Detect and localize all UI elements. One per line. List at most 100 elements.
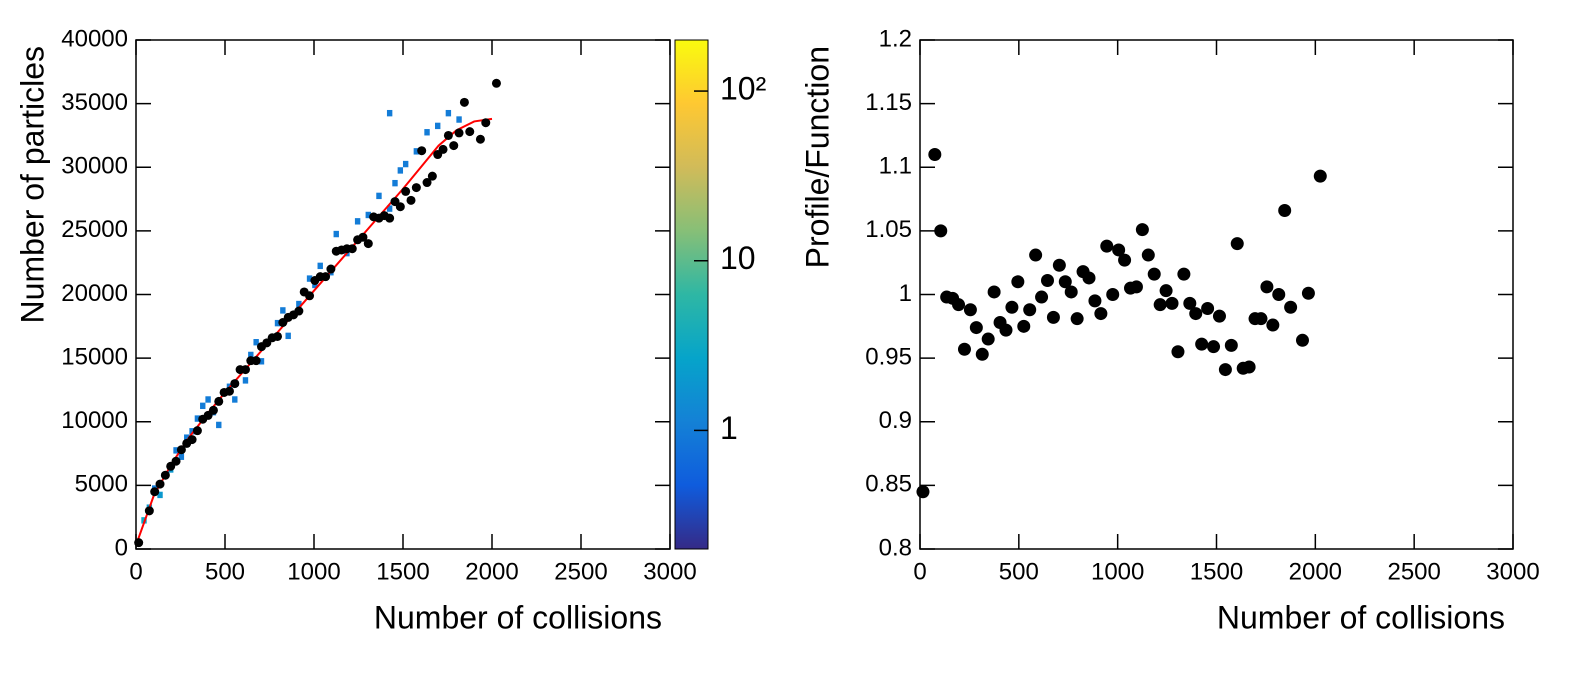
ratio-point <box>1064 285 1078 299</box>
profile-point <box>385 213 395 223</box>
heatmap-cell <box>242 377 249 384</box>
profile-point <box>358 232 368 242</box>
y-tick-label: 40000 <box>61 25 128 52</box>
heatmap-cell <box>386 109 393 117</box>
y-tick-label: 10000 <box>61 407 128 434</box>
x-tick-label: 500 <box>999 558 1039 585</box>
ratio-point <box>1147 267 1161 281</box>
ratio-point <box>1153 298 1167 312</box>
heatmap-cell <box>184 434 190 441</box>
ratio-point <box>1118 253 1132 267</box>
color-bar-label: 10 <box>720 240 756 276</box>
x-tick-label: 1000 <box>1091 558 1144 585</box>
profile-point <box>230 379 240 389</box>
ratio-point <box>1070 312 1084 326</box>
heatmap-cell <box>445 109 452 117</box>
x-tick-label: 2500 <box>1387 558 1440 585</box>
x-tick-label: 0 <box>913 558 926 585</box>
y-tick-label: 0.85 <box>865 471 912 498</box>
x-tick-label: 2000 <box>465 558 518 585</box>
ratio-point <box>1301 286 1315 300</box>
heatmap-cell <box>285 332 291 340</box>
ratio-point <box>1260 280 1274 294</box>
profile-point <box>294 306 304 316</box>
profile-point <box>449 141 459 151</box>
profile-point <box>192 426 202 436</box>
color-bar-label: 10² <box>720 71 767 107</box>
heatmap-cell <box>435 122 441 130</box>
ratio-point <box>928 148 942 162</box>
ratio-point <box>1201 301 1215 315</box>
heatmap-cell <box>354 218 361 225</box>
x-axis-title: Number of collisions <box>374 599 662 635</box>
x-tick-label: 2500 <box>554 558 607 585</box>
ratio-point <box>1177 267 1191 281</box>
profile-point <box>326 264 336 274</box>
y-tick-label: 35000 <box>61 89 128 116</box>
plot-frame <box>135 39 671 550</box>
ratio-point <box>1254 312 1268 326</box>
ratio-point <box>916 485 930 499</box>
y-axis-title: Number of particles <box>14 46 50 323</box>
y-tick-label: 0.8 <box>879 534 912 561</box>
ratio-point <box>1094 307 1108 321</box>
y-tick-label: 0.9 <box>879 407 912 434</box>
heatmap-cell <box>413 148 420 155</box>
profile-point <box>321 272 331 282</box>
ratio-point <box>934 224 948 238</box>
ratio-point <box>1035 290 1049 304</box>
ratio-point <box>1082 271 1096 285</box>
heatmap-cell <box>178 453 185 460</box>
heatmap-cell <box>392 179 398 187</box>
y-tick-label: 0.95 <box>865 343 912 370</box>
profile-point <box>224 386 234 396</box>
heatmap-cell <box>253 339 259 346</box>
x-tick-label: 500 <box>205 558 245 585</box>
profile-point <box>251 356 261 366</box>
y-tick-label: 1.05 <box>865 216 912 243</box>
ratio-point <box>1005 300 1019 314</box>
ratio-point <box>1242 360 1256 374</box>
heatmap-cell <box>317 262 323 270</box>
ratio-point <box>975 347 989 361</box>
heatmap-cell <box>296 300 302 308</box>
profile-point <box>465 127 475 137</box>
ratio-point <box>1189 307 1203 321</box>
y-tick-label: 1.15 <box>865 89 912 116</box>
profile-point <box>454 128 464 138</box>
y-tick-label: 1.1 <box>879 153 912 180</box>
ratio-point <box>1129 280 1143 294</box>
heatmap-cell <box>402 160 409 168</box>
profile-point <box>475 134 485 144</box>
ratio-point <box>1088 294 1102 308</box>
profile-point <box>144 506 154 516</box>
profile-point <box>417 146 427 156</box>
x-tick-label: 3000 <box>1486 558 1539 585</box>
heatmap-cell <box>258 358 265 365</box>
x-tick-label: 2000 <box>1289 558 1342 585</box>
ratio-point <box>1195 337 1209 351</box>
y-tick-label: 5000 <box>75 471 128 498</box>
y-tick-label: 1 <box>899 280 912 307</box>
ratio-point <box>969 321 983 335</box>
heatmap-cell <box>194 415 201 422</box>
profile-point <box>491 78 501 88</box>
ratio-point <box>963 303 977 317</box>
ratio-point <box>1224 338 1238 352</box>
ratio-point <box>1029 248 1043 262</box>
profile-point <box>150 487 160 497</box>
profile-point <box>273 331 283 341</box>
profile-point <box>363 239 373 249</box>
profile-point <box>155 479 165 489</box>
profile-point <box>411 183 421 193</box>
y-tick-label: 30000 <box>61 153 128 180</box>
heatmap-cell <box>306 275 313 282</box>
ratio-point <box>952 298 966 312</box>
profile-point <box>160 470 170 480</box>
ratio-point <box>1112 243 1126 257</box>
profile-point <box>214 396 224 406</box>
y-tick-label: 1.2 <box>879 25 912 52</box>
heatmap-cell <box>274 319 281 327</box>
profile-point <box>347 244 357 254</box>
heatmap-cell <box>189 428 195 435</box>
